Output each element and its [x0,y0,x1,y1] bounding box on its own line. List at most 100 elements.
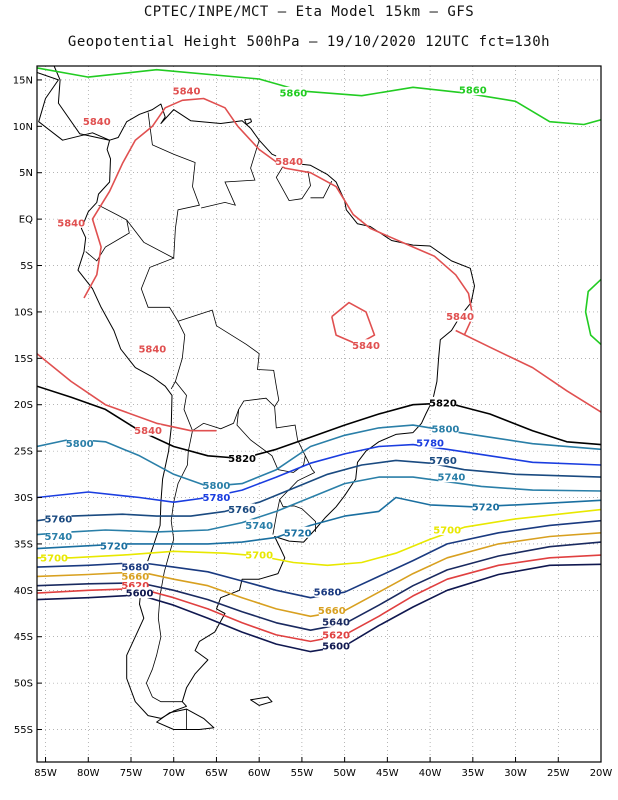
contour-label-bg [229,452,256,464]
contour-label: 5800 [432,424,460,435]
contour-label: 5640 [322,617,350,628]
axis-ticks: 85W 80W 75W 70W 65W 60W 55W 50W 45W 40W 35W 30W 25W 2… [13,75,613,779]
contour-label: 5740 [245,521,273,532]
contour-line-5680 [37,519,601,599]
contour-label: 5680 [121,563,149,574]
x-tick-label: 60W [248,768,271,779]
contour-label: 5720 [100,541,128,552]
contour-label-bg [203,491,230,503]
coastline [37,66,111,141]
contour-line-5860 [584,278,601,345]
country-border [145,430,193,703]
contour-label: 5840 [173,87,201,98]
y-tick-label: 35S [14,539,33,550]
country-border [272,499,281,535]
x-tick-label: 35W [462,768,485,779]
contour-label: 5780 [203,493,231,504]
country-border [175,381,275,432]
contour-label: 5840 [57,218,85,229]
contour-label-bg [126,587,153,599]
contour-label: 5600 [126,589,154,600]
y-tick-label: 15N [13,75,33,86]
x-tick-label: 30W [504,768,527,779]
contour-label-bg [58,216,85,228]
contour-line-5800 [37,424,601,488]
y-tick-label: EQ [19,215,33,226]
contour-label-bg [438,471,465,483]
contour-line-5740 [37,476,601,536]
contour-label-bg [284,526,311,538]
contour-line-5860 [37,67,601,126]
country-border [310,180,333,199]
country-border [126,219,186,390]
country-border [177,309,280,407]
contour-label: 5660 [318,606,346,617]
x-tick-label: 40W [419,768,442,779]
contour-label: 5820 [228,454,256,465]
contour-label-bg [135,424,162,436]
contour-label: 5700 [40,553,68,564]
contour-line-5820 [37,385,601,460]
x-tick-label: 50W [333,768,356,779]
contour-label: 5820 [429,398,457,409]
contour-label-bg [434,524,461,535]
contour-label-bg [45,530,72,542]
x-tick-label: 85W [34,768,57,779]
contour-label-bg [173,85,200,97]
contour-label: 5860 [279,88,307,99]
y-tick-label: 40S [14,586,33,597]
contour-label: 5760 [429,456,457,467]
contour-label: 5660 [121,572,149,583]
contour-labels: 5860 5860 5840 5840 5840 5840 5840 5840 5840 5840… [40,84,500,653]
contour-label-bg [246,519,273,531]
y-tick-label: 50S [14,679,33,690]
contour-label-bg [429,454,456,466]
contour-label: 5800 [203,481,231,492]
y-tick-label: 45S [14,632,33,643]
coastline [244,118,252,125]
coastline [156,708,215,730]
contour-label-bg [472,500,499,512]
x-tick-label: 20W [590,768,613,779]
contour-label: 5760 [44,514,72,525]
contour-label-bg [459,84,486,96]
contour-line-5700 [37,508,601,567]
contour-label-bg [318,604,345,616]
contour-label-bg [447,310,473,322]
country-border [201,140,260,209]
contour-label: 5760 [228,505,256,516]
contour-label-bg [41,551,68,563]
contour-label: 5600 [322,642,350,653]
y-tick-label: 25S [14,447,33,458]
contour-label: 5840 [134,426,162,437]
country-border [275,163,311,202]
x-tick-label: 25W [547,768,570,779]
y-tick-label: 55S [14,725,33,736]
country-border [85,204,130,262]
contour-label-bg [276,155,303,167]
contour-label: 5840 [352,341,380,352]
y-tick-label: 10S [14,307,33,318]
y-tick-label: 10N [13,122,33,133]
contour-label-bg [353,339,379,351]
contour-label-bg [66,437,93,449]
contour-line-5840 [83,97,474,336]
y-tick-label: 20S [14,400,33,411]
contour-label: 5720 [472,502,500,513]
contour-line-5840 [331,301,376,346]
coastline [77,103,475,719]
plot-frame [36,65,602,763]
contour-label-bg [314,586,341,598]
x-tick-label: 75W [120,768,143,779]
contour-label: 5840 [446,312,474,323]
x-tick-label: 70W [162,768,185,779]
contour-label: 5740 [44,532,72,543]
contour-label-bg [229,503,256,515]
coastline [250,696,273,706]
header-line-2: Geopotential Height 500hPa – 19/10/2020 … [67,34,551,50]
contour-line-5840 [37,353,217,432]
contour-line-5640 [37,541,601,631]
country-border [274,406,315,473]
header-line-1: CPTEC/INPE/MCT – Eta Model 15km – GFS [143,4,475,20]
contour-label-bg [429,396,456,408]
